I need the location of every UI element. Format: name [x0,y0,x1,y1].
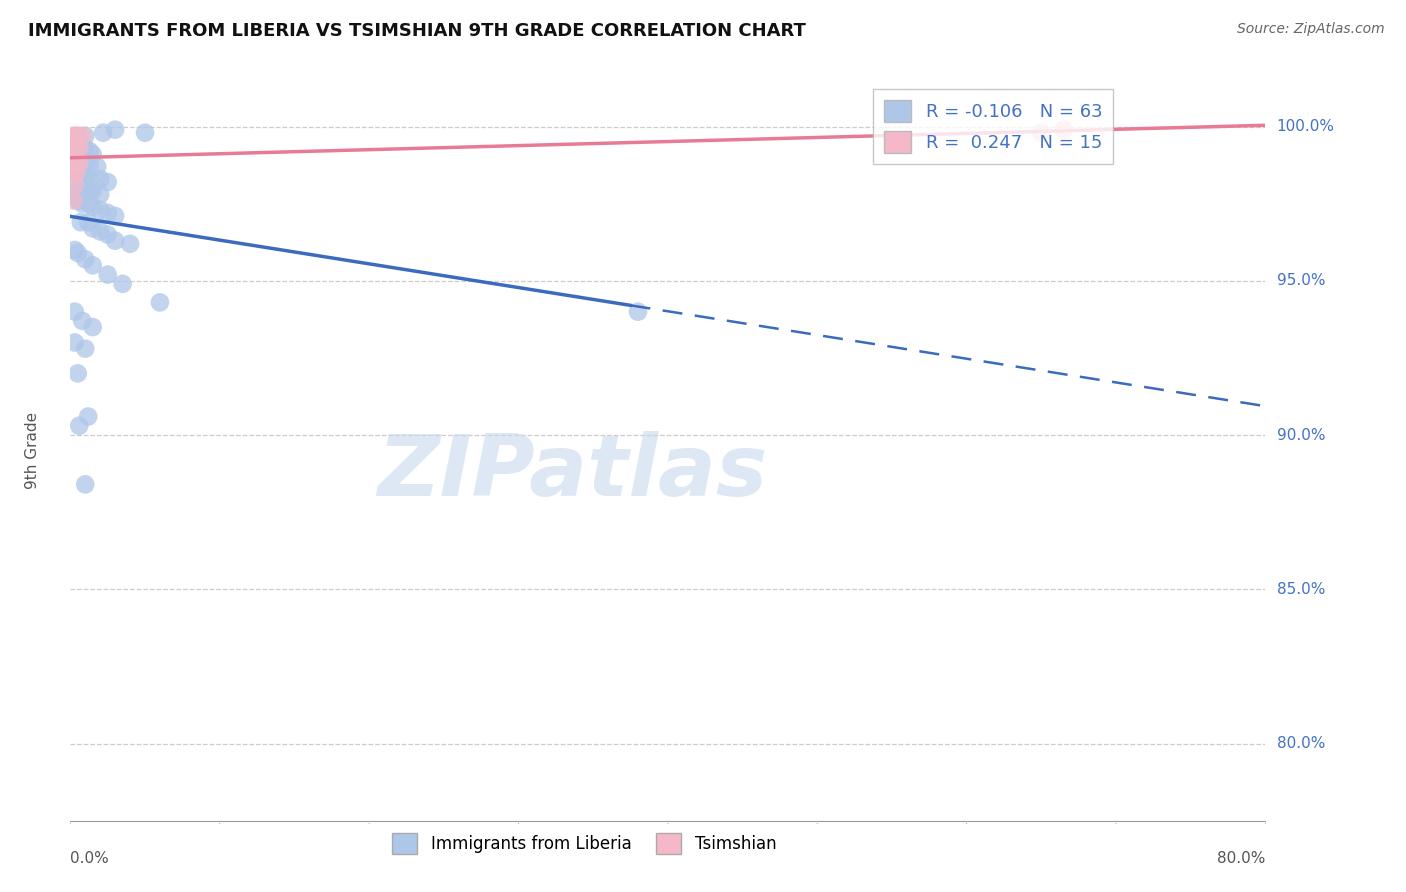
Point [63,153,86,168]
Point [65,181,87,195]
Point [77,409,100,424]
Point [75,181,97,195]
Point [62,147,84,161]
Text: 85.0%: 85.0% [1277,582,1324,597]
Point [70,141,93,155]
Point [62,135,84,149]
Point [79,145,101,159]
Point [66,246,89,260]
Point [66,367,89,381]
Point [67,156,90,170]
Point [63,335,86,350]
Point [66,128,89,143]
Point [67,418,90,433]
Point [75,477,97,491]
Point [70,128,93,143]
Point [66,194,89,208]
Point [627,304,650,318]
Point [91,126,114,140]
Point [66,138,89,153]
Point [63,243,86,257]
Point [111,277,134,291]
Point [63,190,86,204]
Point [1031,126,1053,140]
Point [66,153,89,168]
Point [75,252,97,267]
Point [86,160,108,174]
Point [75,156,97,170]
Point [75,128,97,143]
Point [89,172,111,186]
Point [149,295,172,310]
Point [89,187,111,202]
Point [63,138,86,153]
Point [66,166,89,180]
Text: ZIPatlas: ZIPatlas [377,431,768,514]
Point [97,227,120,242]
Legend: Immigrants from Liberia, Tsimshian: Immigrants from Liberia, Tsimshian [385,827,783,861]
Point [69,215,91,229]
Point [82,184,104,198]
Point [69,156,91,170]
Point [104,234,127,248]
Point [79,160,101,174]
Point [77,196,100,211]
Text: 80.0%: 80.0% [1277,736,1324,751]
Point [1053,122,1076,136]
Text: Source: ZipAtlas.com: Source: ZipAtlas.com [1237,22,1385,37]
Text: 9th Grade: 9th Grade [24,412,39,489]
Point [104,209,127,223]
Text: 100.0%: 100.0% [1277,119,1334,134]
Point [89,224,111,238]
Point [82,221,104,235]
Point [63,166,86,180]
Text: 95.0%: 95.0% [1277,273,1324,288]
Point [67,141,90,155]
Point [97,175,120,189]
Point [120,236,141,251]
Point [70,196,93,211]
Point [62,162,84,177]
Point [63,304,86,318]
Point [79,172,101,186]
Point [134,126,156,140]
Text: IMMIGRANTS FROM LIBERIA VS TSIMSHIAN 9TH GRADE CORRELATION CHART: IMMIGRANTS FROM LIBERIA VS TSIMSHIAN 9TH… [28,22,806,40]
Point [82,320,104,334]
Point [97,206,120,220]
Point [82,200,104,214]
Point [62,128,84,143]
Point [75,169,97,183]
Point [104,122,127,136]
Point [65,128,87,143]
Point [89,202,111,217]
Point [62,178,84,193]
Point [82,147,104,161]
Text: 80.0%: 80.0% [1218,851,1265,866]
Point [75,141,97,155]
Text: 90.0%: 90.0% [1277,427,1324,442]
Text: 0.0%: 0.0% [70,851,110,866]
Point [82,258,104,272]
Point [65,166,87,180]
Point [70,314,93,328]
Point [79,184,101,198]
Point [77,215,100,229]
Point [65,153,87,168]
Point [69,181,91,195]
Point [63,178,86,193]
Point [97,268,120,282]
Point [75,342,97,356]
Point [62,194,84,208]
Point [65,138,87,153]
Point [69,169,91,183]
